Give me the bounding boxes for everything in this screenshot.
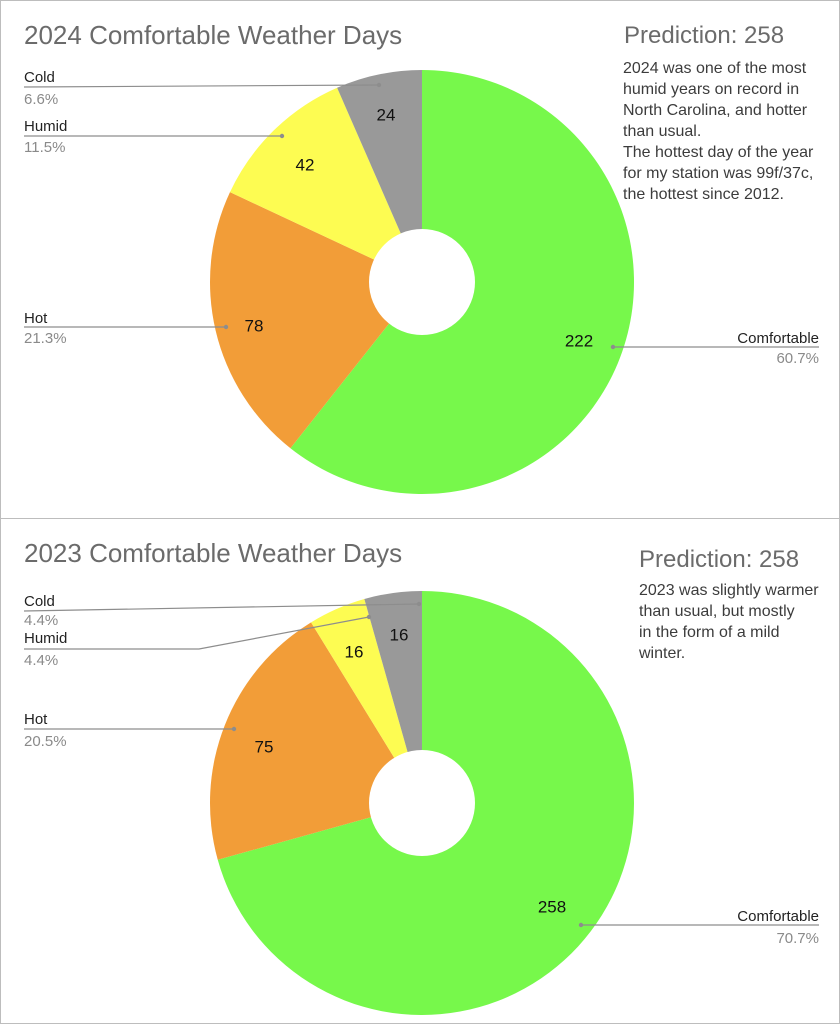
slice-value-label: 16 <box>390 625 409 644</box>
slice-value-label: 16 <box>345 642 364 661</box>
legend-percent-label: 20.5% <box>24 733 67 750</box>
leader-dot <box>376 82 382 88</box>
leader-dot <box>366 614 372 620</box>
leader-dot <box>223 324 229 330</box>
leader-dot <box>279 133 285 139</box>
donut-chart: 258Comfortable70.7%75Hot20.5%16Humid4.4%… <box>23 591 819 1015</box>
slice-value-label: 222 <box>565 331 593 350</box>
legend-percent-label: 6.6% <box>24 91 58 108</box>
pie-slice-cold <box>337 70 422 282</box>
slice-value-label: 24 <box>377 105 396 124</box>
pie-slice-humid <box>311 598 422 803</box>
note-line: 2024 was one of the most <box>623 60 807 77</box>
legend-percent-label: 4.4% <box>24 612 58 629</box>
note-line: for my station was 99f/37c, <box>623 165 814 182</box>
note-line: in the form of a mild <box>639 624 780 641</box>
legend-percent-label: 4.4% <box>24 652 58 669</box>
legend-percent-label: 70.7% <box>776 930 819 947</box>
annotation-note: 2023 was slightly warmer than usual, but… <box>639 580 829 664</box>
donut-hole <box>369 229 475 335</box>
chart-panel-2023: 2023 Comfortable Weather Days Prediction… <box>0 518 840 1024</box>
note-line: winter. <box>639 645 686 662</box>
pie-slice-hot <box>209 622 422 860</box>
legend-category-label: Comfortable <box>737 330 819 347</box>
leader-line <box>23 603 420 612</box>
chart-title: 2024 Comfortable Weather Days <box>24 20 403 50</box>
slice-value-label: 75 <box>255 737 274 756</box>
slice-value-label: 78 <box>245 316 264 335</box>
donut-chart: 222 Comfortable 60.7% 78 Hot 21.3% 42 Humid 11.5… <box>23 69 819 494</box>
legend-category-label: Cold <box>24 593 55 610</box>
leader-dot <box>610 344 616 350</box>
legend-percent-label: 21.3% <box>24 330 67 347</box>
prediction-label: Prediction: 258 <box>639 546 800 573</box>
donut-hole <box>369 750 475 856</box>
leader-line <box>23 84 380 88</box>
leader-dot <box>231 726 237 732</box>
legend-category-label: Hot <box>24 310 48 327</box>
leader-line <box>24 616 370 650</box>
legend-category-label: Cold <box>24 69 55 86</box>
note-line: North Carolina, and hotter <box>623 102 808 119</box>
legend-category-label: Humid <box>24 630 67 647</box>
note-line: humid years on record in <box>623 81 800 98</box>
prediction-label: Prediction: 258 <box>624 22 785 49</box>
leader-dot <box>416 601 422 607</box>
note-line: 2023 was slightly warmer <box>639 582 819 599</box>
pie-slice-hot <box>210 192 422 449</box>
leader-dot <box>578 922 584 928</box>
pie-slice-cold <box>364 591 422 803</box>
chart-panel-2024: 2024 Comfortable Weather Days Prediction… <box>0 0 840 519</box>
legend-percent-label: 60.7% <box>776 350 819 367</box>
legend-category-label: Hot <box>24 711 48 728</box>
note-line: than usual. <box>623 123 702 140</box>
note-line: the hottest since 2012. <box>623 186 784 203</box>
note-line: than usual, but mostly <box>639 603 795 620</box>
annotation-note: 2024 was one of the most humid years on … <box>623 58 837 205</box>
legend-category-label: Humid <box>24 118 67 135</box>
chart-title: 2023 Comfortable Weather Days <box>24 538 403 568</box>
slice-value-label: 42 <box>296 155 315 174</box>
slice-value-label: 258 <box>538 897 566 916</box>
note-line: The hottest day of the year <box>623 144 814 161</box>
legend-percent-label: 11.5% <box>24 139 65 156</box>
legend-category-label: Comfortable <box>737 908 819 925</box>
